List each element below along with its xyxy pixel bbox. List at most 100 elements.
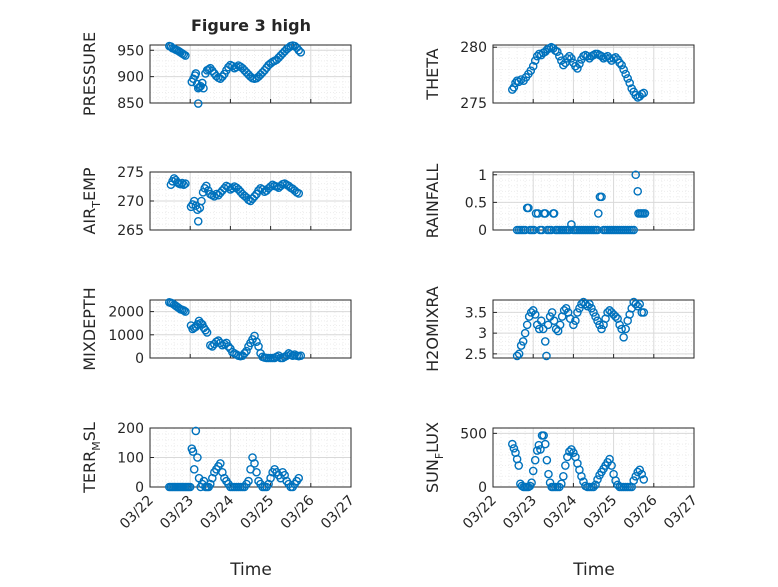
y-axis-label-sub: T bbox=[90, 201, 103, 209]
data-point bbox=[589, 482, 598, 492]
data-point bbox=[563, 54, 572, 63]
x-tick-label: 03/22 bbox=[460, 493, 500, 533]
data-point bbox=[555, 320, 565, 330]
data-point bbox=[205, 479, 215, 489]
data-point bbox=[258, 185, 267, 194]
data-point bbox=[547, 308, 557, 317]
data-point bbox=[635, 299, 645, 309]
data-point bbox=[538, 324, 548, 334]
data-point bbox=[252, 467, 261, 477]
data-point bbox=[639, 475, 649, 484]
data-point bbox=[595, 320, 604, 330]
data-point bbox=[294, 45, 304, 55]
data-point bbox=[193, 216, 203, 226]
y-axis-label: H2OMIXRA bbox=[423, 286, 442, 372]
data-point bbox=[597, 192, 606, 202]
data-point bbox=[264, 479, 273, 489]
data-point bbox=[528, 466, 538, 476]
data-point bbox=[542, 351, 551, 361]
data-point bbox=[555, 51, 564, 61]
data-point bbox=[611, 52, 620, 62]
data-point bbox=[193, 83, 203, 93]
data-point bbox=[193, 453, 202, 462]
y-axis-label: PRESSURE bbox=[80, 32, 99, 116]
data-point bbox=[530, 310, 540, 319]
y-tick-label: 2.5 bbox=[465, 347, 487, 363]
data-point bbox=[202, 328, 212, 337]
data-point bbox=[561, 303, 571, 313]
axes-box bbox=[149, 427, 352, 488]
data-point bbox=[593, 475, 602, 484]
data-point bbox=[522, 320, 532, 330]
x-tick-label: 03/25 bbox=[581, 493, 621, 533]
data-point bbox=[250, 192, 259, 201]
data-point bbox=[546, 225, 556, 235]
x-axis-label-right: Time bbox=[572, 560, 615, 580]
data-point bbox=[176, 179, 185, 189]
data-point bbox=[540, 337, 550, 346]
data-point bbox=[597, 324, 606, 334]
data-point bbox=[591, 312, 600, 321]
y-tick-label: 200 bbox=[117, 421, 144, 437]
data-point bbox=[575, 303, 584, 313]
data-point bbox=[633, 301, 643, 311]
data-point bbox=[516, 341, 526, 350]
data-point bbox=[181, 179, 190, 188]
data-point bbox=[250, 459, 259, 468]
y-tick-label: 0 bbox=[135, 351, 144, 367]
data-point bbox=[565, 447, 574, 456]
axes-box bbox=[492, 299, 695, 359]
y-tick-label: 280 bbox=[460, 40, 487, 56]
data-point bbox=[266, 182, 275, 191]
data-point bbox=[607, 461, 616, 470]
data-point bbox=[561, 58, 570, 68]
data-point bbox=[252, 337, 261, 347]
data-point bbox=[514, 77, 524, 87]
data-point bbox=[633, 187, 643, 196]
data-point bbox=[544, 469, 553, 479]
data-point bbox=[565, 225, 574, 235]
data-point bbox=[518, 337, 528, 346]
data-point bbox=[629, 476, 639, 485]
y-axis-label: SUNFLUX bbox=[423, 422, 446, 493]
data-point bbox=[577, 471, 586, 481]
data-point bbox=[617, 60, 626, 70]
y-axis-label-main: TERR bbox=[80, 451, 99, 494]
x-tick-label: 03/22 bbox=[117, 493, 157, 533]
data-point bbox=[280, 470, 289, 480]
data-point bbox=[561, 461, 570, 470]
y-tick-label: 265 bbox=[117, 223, 144, 239]
data-point bbox=[509, 83, 519, 92]
subplot-terr_msl: 0 100 200 TERRMSL 03/22 03/23 03/24 03/25 03/26 0… bbox=[80, 421, 358, 532]
data-point bbox=[282, 351, 291, 360]
data-point bbox=[585, 299, 594, 309]
x-tick-label: 03/24 bbox=[197, 492, 237, 532]
data-point bbox=[224, 62, 233, 72]
data-point bbox=[631, 170, 641, 180]
data-point bbox=[637, 469, 647, 479]
y-tick-label: 2000 bbox=[108, 305, 144, 321]
subplot-grid: 850 900 950 PRESSURE 275 280 THETA 265 270 275 AIR… bbox=[80, 32, 701, 532]
data-point bbox=[640, 209, 650, 218]
data-point bbox=[631, 299, 641, 309]
data-point bbox=[619, 65, 628, 74]
x-tick-label: 03/23 bbox=[157, 493, 197, 533]
data-point bbox=[294, 473, 304, 483]
x-axis-label-left: Time bbox=[229, 560, 272, 580]
data-point bbox=[569, 320, 578, 330]
y-axis-label-sub: M bbox=[90, 441, 103, 451]
data-point bbox=[512, 76, 522, 85]
data-point bbox=[563, 452, 572, 462]
data-point bbox=[179, 50, 189, 59]
y-tick-label: 500 bbox=[460, 426, 487, 442]
data-point bbox=[559, 306, 569, 315]
data-point bbox=[597, 51, 606, 61]
y-axis-label: TERRMSL bbox=[80, 422, 103, 494]
data-point bbox=[218, 467, 227, 477]
y-tick-label: 950 bbox=[117, 43, 144, 59]
data-point bbox=[201, 325, 210, 335]
data-point bbox=[530, 455, 540, 465]
data-point bbox=[615, 320, 624, 330]
data-point bbox=[639, 88, 649, 98]
